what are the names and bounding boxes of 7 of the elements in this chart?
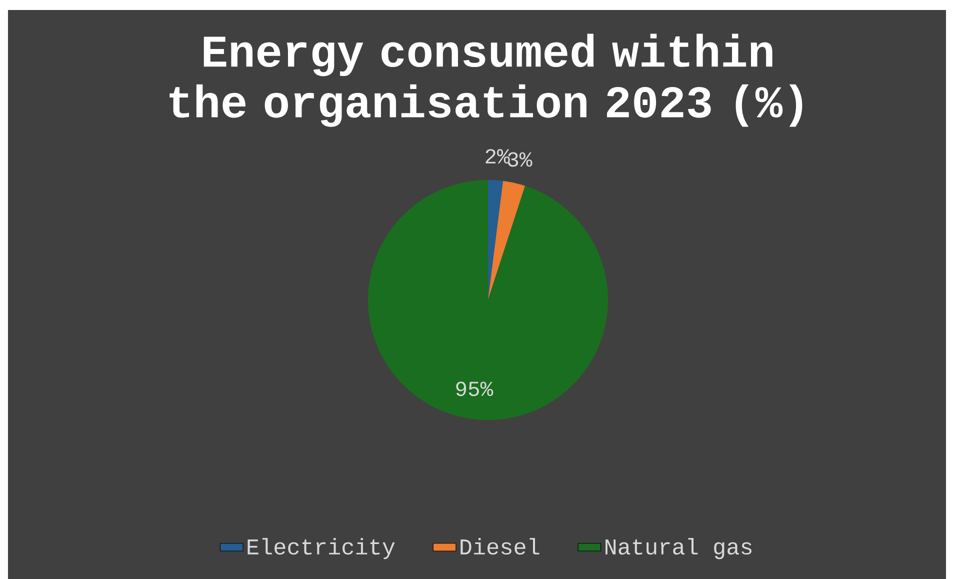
chart-title: Energy consumed within the organisation 2023 (%): [170, 34, 802, 127]
data-label: 3%: [508, 152, 532, 167]
legend-label: Electricity: [248, 538, 395, 560]
data-label: 2%: [486, 149, 510, 164]
legend-label: Natural gas: [606, 538, 752, 560]
legend-label: Diesel: [460, 538, 540, 555]
data-label: 95%: [456, 382, 494, 396]
